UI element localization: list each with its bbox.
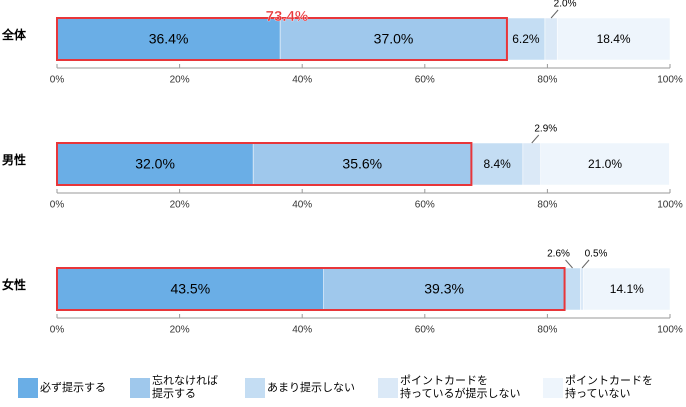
x-tick-label: 80% [537,325,557,336]
bar-segment [252,142,472,186]
value-label: 8.4% [483,157,511,171]
x-tick-label: 80% [537,200,557,211]
x-tick-label: 80% [537,75,557,86]
value-label: 36.4% [149,31,189,47]
bar-segment [583,267,671,311]
x-tick-label: 60% [415,325,435,336]
value-label: 18.4% [597,32,631,46]
value-label: 0.5% [585,249,608,260]
legend-label: ポイントカードを持っているが提示しない [400,374,520,400]
legend-label: あまり提示しない [267,381,355,394]
highlight-box [56,17,508,61]
category-label: 全体 [1,27,27,42]
value-label: 32.0% [135,156,175,172]
value-label: 43.5% [170,281,210,297]
value-label: 6.2% [512,32,540,46]
x-tick-label: 100% [657,75,683,86]
value-label: 2.6% [547,249,570,260]
x-tick-label: 40% [292,75,312,86]
x-tick-label: 40% [292,325,312,336]
legend-label-line: 提示する [152,387,196,400]
leader-line [565,259,573,269]
value-label: 21.0% [588,157,622,171]
x-tick-label: 20% [170,325,190,336]
x-tick-label: 20% [170,75,190,86]
bar-segment [506,17,546,61]
bar-segment [522,142,541,186]
leader-line [581,259,590,269]
x-tick-label: 100% [657,200,683,211]
x-tick-label: 40% [292,200,312,211]
legend-label-line: 持っているが提示しない [400,386,520,400]
annotation: 73.4% [266,8,309,25]
highlight-box [56,142,473,186]
bar-segment [540,142,670,186]
value-label: 35.6% [342,156,382,172]
bar-segment [544,17,558,61]
bar-segment [580,267,584,311]
x-tick-label: 0% [50,200,65,211]
leader-line [531,134,540,144]
bar-segment [56,142,254,186]
legend-label: 忘れなければ提示する [152,373,218,400]
x-tick-label: 100% [657,325,683,336]
bar-segment [323,267,565,311]
legend-label-line: 持っていない [565,386,630,400]
x-tick-label: 20% [170,200,190,211]
bar-segment [56,267,324,311]
value-label: 2.0% [554,0,577,10]
x-tick-label: 0% [50,325,65,336]
value-label: 39.3% [424,281,464,297]
leader-line [550,9,559,19]
legend-swatch [543,378,563,398]
category-label: 女性 [2,277,26,292]
legend-label-line: 忘れなければ [152,373,218,387]
value-label: 37.0% [374,31,414,47]
legend-swatch [130,378,150,398]
legend-label-line: ポイントカードを [565,374,653,387]
value-label: 2.9% [534,124,557,135]
legend-label: 必ず提示する [40,381,106,394]
x-tick-label: 0% [50,75,65,86]
bar-segment [279,17,508,61]
x-tick-label: 60% [415,200,435,211]
legend-swatch [18,378,38,398]
highlight-box [56,267,566,311]
legend-swatch [378,378,398,398]
category-label: 男性 [2,152,26,167]
legend-label-line: ポイントカードを [400,374,488,387]
legend-label: ポイントカードを持っていない [565,374,653,400]
bar-segment [556,17,671,61]
bar-segment [564,267,581,311]
legend-swatch [245,378,265,398]
value-label: 14.1% [610,282,644,296]
x-tick-label: 60% [415,75,435,86]
